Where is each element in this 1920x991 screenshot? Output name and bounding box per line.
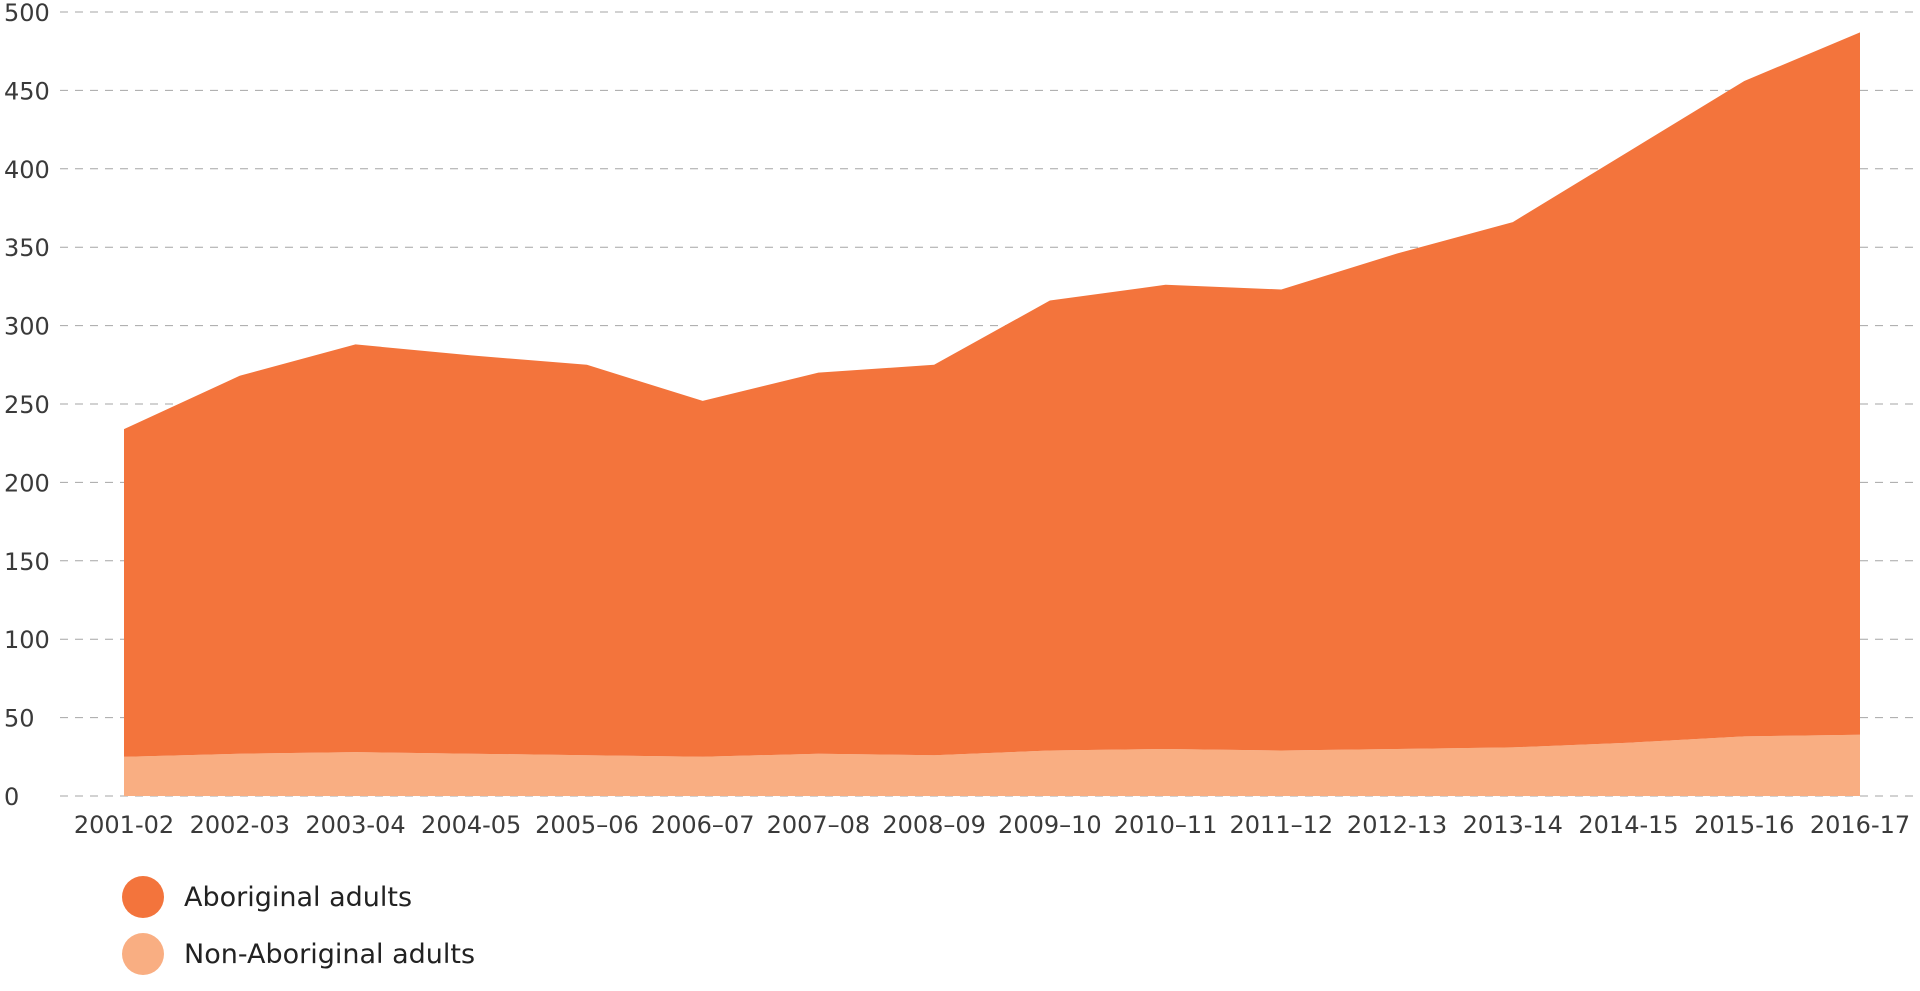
x-tick-label: 2013-14 xyxy=(1463,811,1563,839)
legend-label-aboriginal: Aboriginal adults xyxy=(184,881,413,913)
area-non-aboriginal-adults xyxy=(124,734,1860,796)
areas xyxy=(124,32,1860,796)
legend-label-non-aboriginal: Non-Aboriginal adults xyxy=(184,938,476,970)
x-tick-label: 2014-15 xyxy=(1578,811,1678,839)
x-tick-label: 2008–09 xyxy=(882,811,986,839)
x-tick-label: 2016-17 xyxy=(1810,811,1910,839)
x-tick-label: 2003-04 xyxy=(305,811,405,839)
y-tick-label: 400 xyxy=(4,156,50,184)
x-tick-label: 2012-13 xyxy=(1347,811,1447,839)
x-axis-ticks: 2001-02 2002-03 2003-04 2004-05 2005–06 2006–… xyxy=(74,811,1910,839)
legend: Aboriginal adults Non-Aboriginal adults xyxy=(122,876,476,991)
y-axis-ticks: 0 50 100 150 200 250 300 350 400 450 500 xyxy=(4,0,50,811)
x-tick-label: 2010–11 xyxy=(1114,811,1218,839)
x-tick-label: 2005–06 xyxy=(535,811,639,839)
x-tick-label: 2007–08 xyxy=(767,811,871,839)
y-tick-label: 200 xyxy=(4,469,50,497)
y-tick-label: 250 xyxy=(4,391,50,419)
y-tick-label: 150 xyxy=(4,548,50,576)
legend-swatch-non-aboriginal xyxy=(122,933,164,975)
x-tick-label: 2002-03 xyxy=(190,811,290,839)
legend-swatch-aboriginal xyxy=(122,876,164,918)
y-tick-label: 100 xyxy=(4,626,50,654)
legend-item-non-aboriginal: Non-Aboriginal adults xyxy=(122,933,476,975)
y-tick-label: 50 xyxy=(4,705,35,733)
legend-item-aboriginal: Aboriginal adults xyxy=(122,876,475,918)
x-tick-label: 2001-02 xyxy=(74,811,174,839)
x-tick-label: 2015-16 xyxy=(1694,811,1794,839)
y-tick-label: 450 xyxy=(4,77,50,105)
y-tick-label: 300 xyxy=(4,313,50,341)
area-aboriginal-adults xyxy=(124,32,1860,757)
y-tick-label: 0 xyxy=(4,783,19,811)
y-tick-label: 500 xyxy=(4,0,50,27)
x-tick-label: 2004-05 xyxy=(421,811,521,839)
x-tick-label: 2006–07 xyxy=(651,811,755,839)
x-tick-label: 2009–10 xyxy=(998,811,1102,839)
y-tick-label: 350 xyxy=(4,234,50,262)
x-tick-label: 2011–12 xyxy=(1230,811,1334,839)
